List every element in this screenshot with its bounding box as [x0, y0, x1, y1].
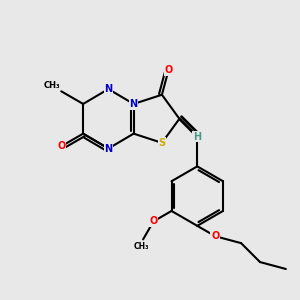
- Text: H: H: [193, 132, 201, 142]
- Text: O: O: [57, 141, 65, 151]
- Text: N: N: [104, 143, 112, 154]
- Text: S: S: [158, 138, 166, 148]
- Text: CH₃: CH₃: [43, 81, 60, 90]
- Text: N: N: [104, 84, 112, 94]
- Text: O: O: [149, 216, 158, 226]
- Text: O: O: [211, 231, 219, 241]
- Text: CH₃: CH₃: [134, 242, 149, 251]
- Text: O: O: [164, 65, 172, 75]
- Text: N: N: [130, 99, 138, 109]
